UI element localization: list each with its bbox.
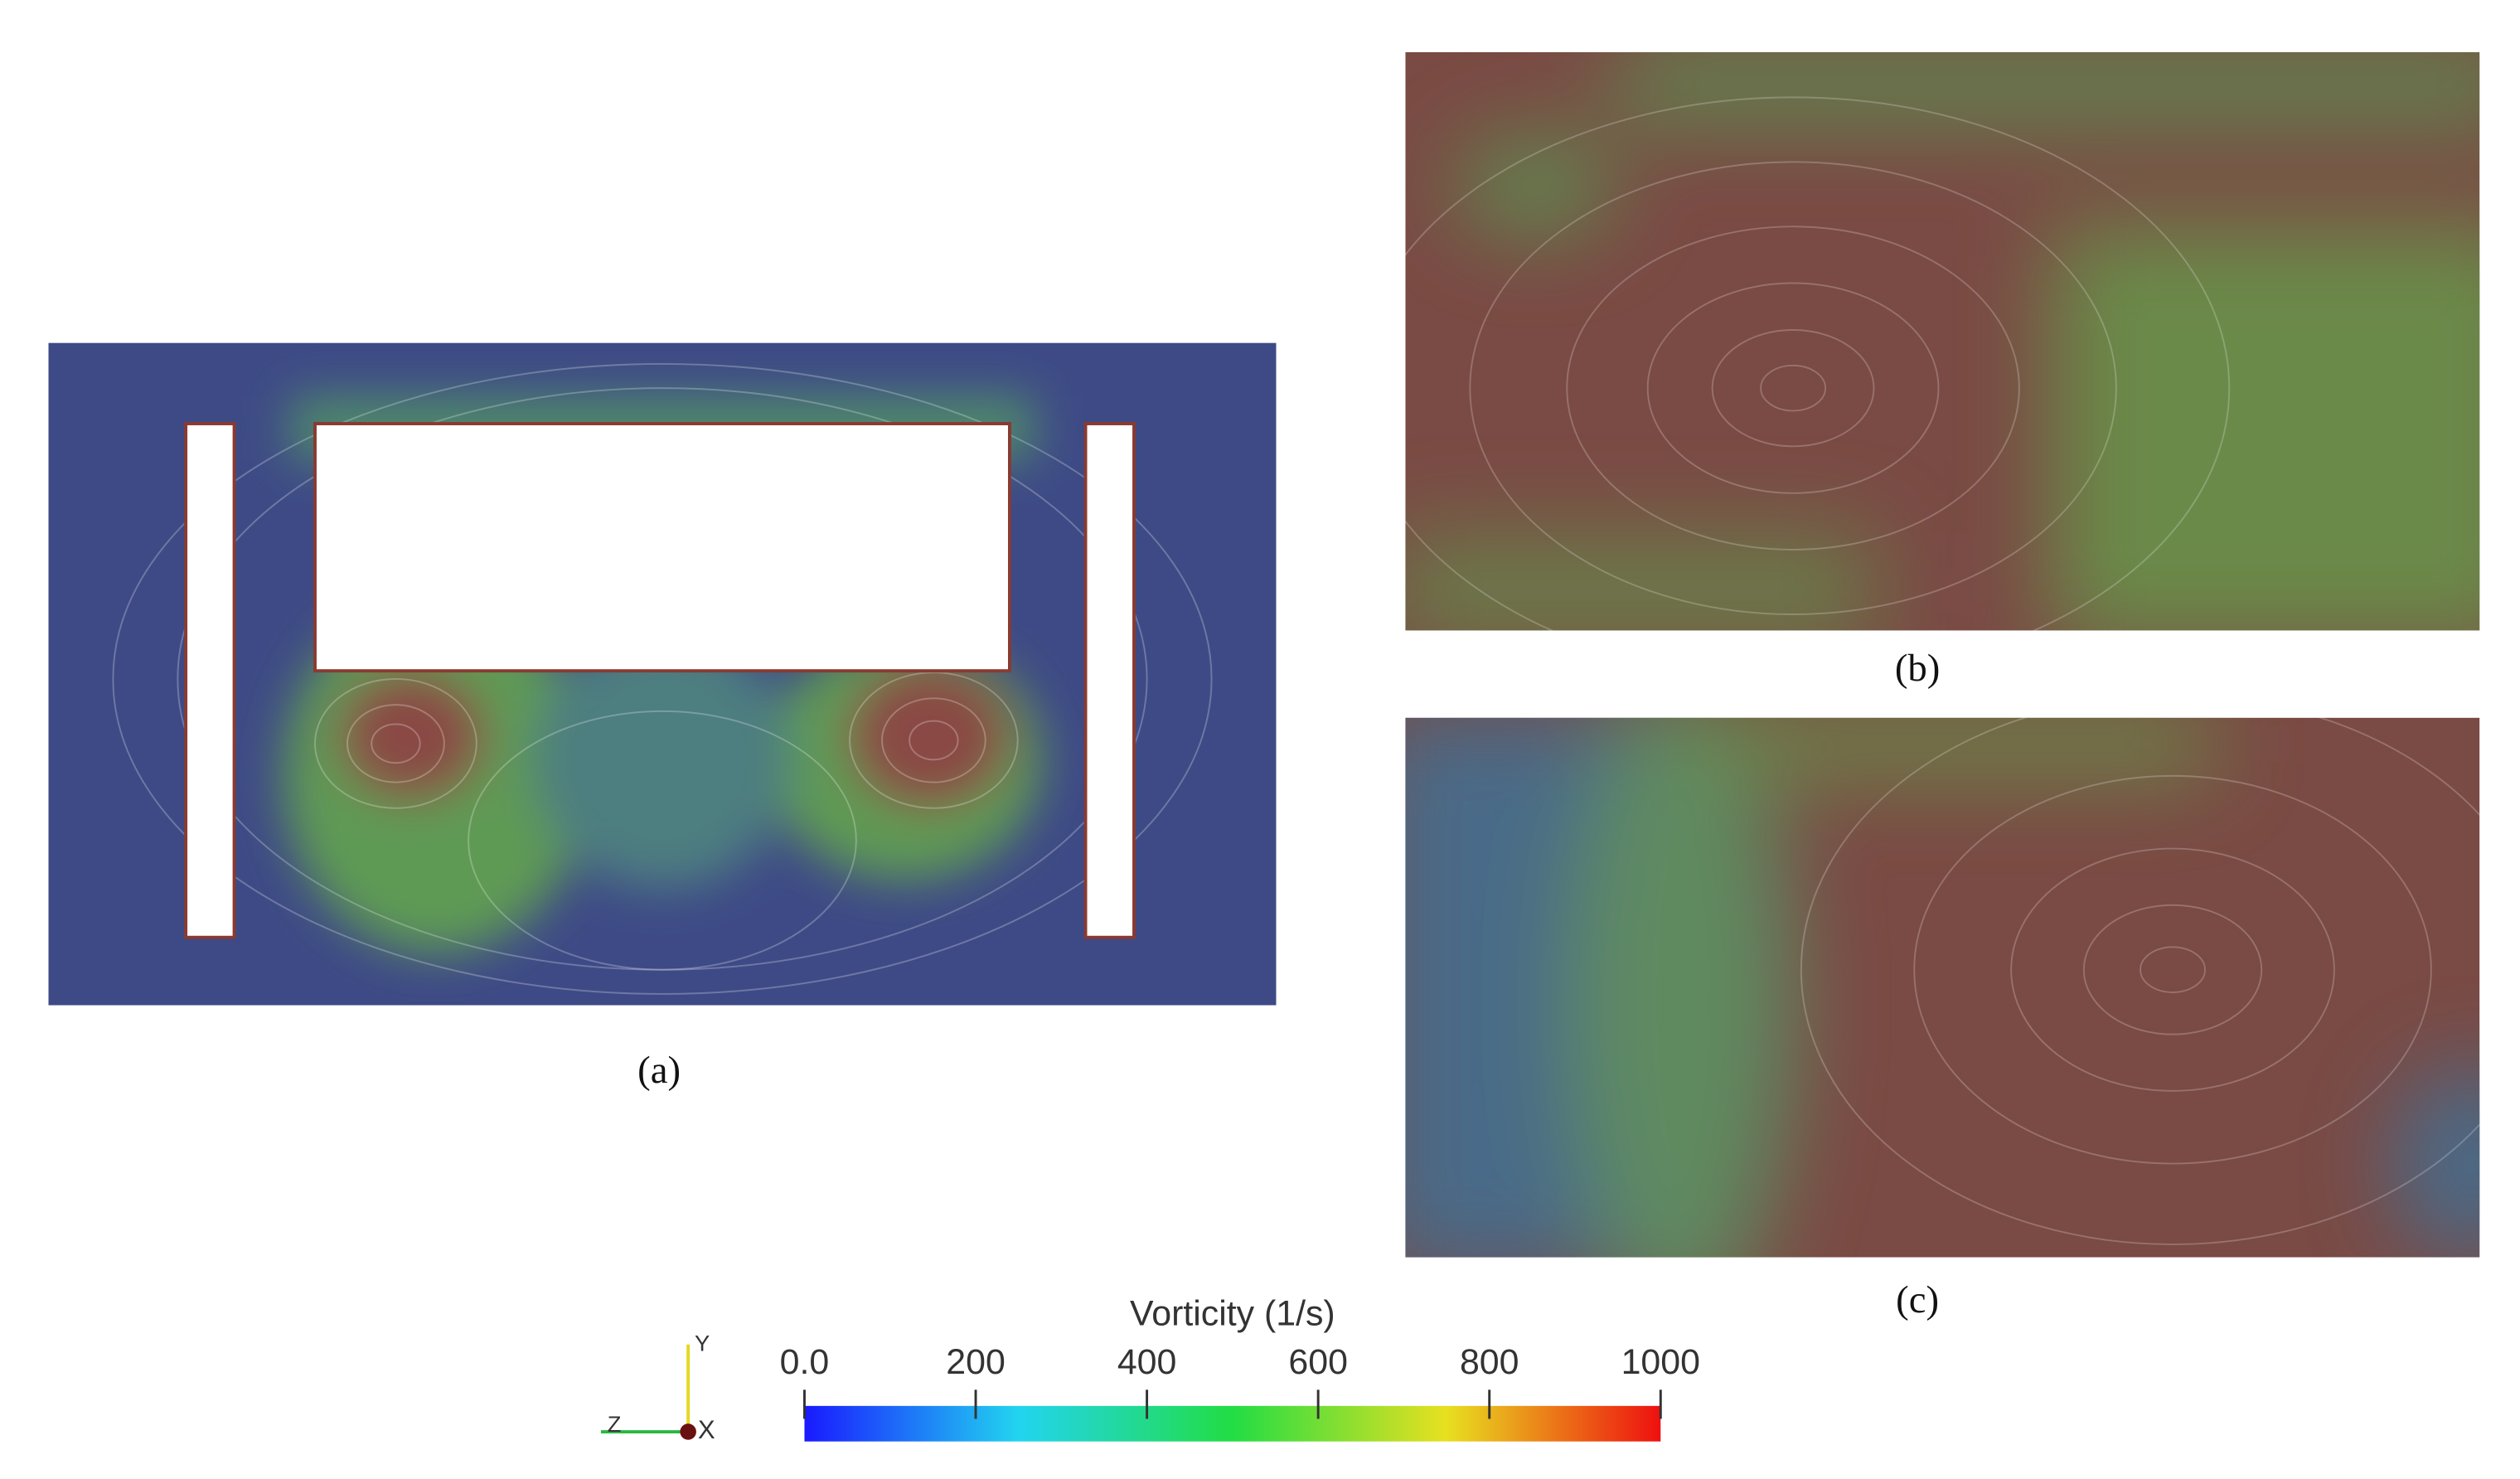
colorbar bbox=[804, 1405, 1661, 1442]
axis-label: Z bbox=[608, 1411, 622, 1437]
panel-label: (a) bbox=[637, 1049, 681, 1092]
axes-triad: Y Z X bbox=[600, 1331, 715, 1444]
axis-label: X bbox=[698, 1415, 715, 1444]
panel-b-image bbox=[1405, 51, 2480, 631]
colorbar-tick-label: 600 bbox=[1288, 1342, 1348, 1382]
colorbar-tick-label: 1000 bbox=[1621, 1342, 1700, 1382]
colorbar-tick-label: 200 bbox=[946, 1342, 1006, 1382]
panel-a-image bbox=[48, 342, 1277, 1006]
panel-label: (c) bbox=[1896, 1278, 1939, 1321]
colorbar-tick-label: 400 bbox=[1117, 1342, 1177, 1382]
colorbar-tick-label: 800 bbox=[1460, 1342, 1519, 1382]
colorbar-tick-label: 0.0 bbox=[780, 1342, 830, 1382]
panel-label: (b) bbox=[1895, 647, 1941, 690]
colorbar-title: Vorticity (1/s) bbox=[1130, 1293, 1335, 1333]
panel-c-image bbox=[1405, 717, 2480, 1258]
axis-label: Y bbox=[695, 1331, 710, 1356]
